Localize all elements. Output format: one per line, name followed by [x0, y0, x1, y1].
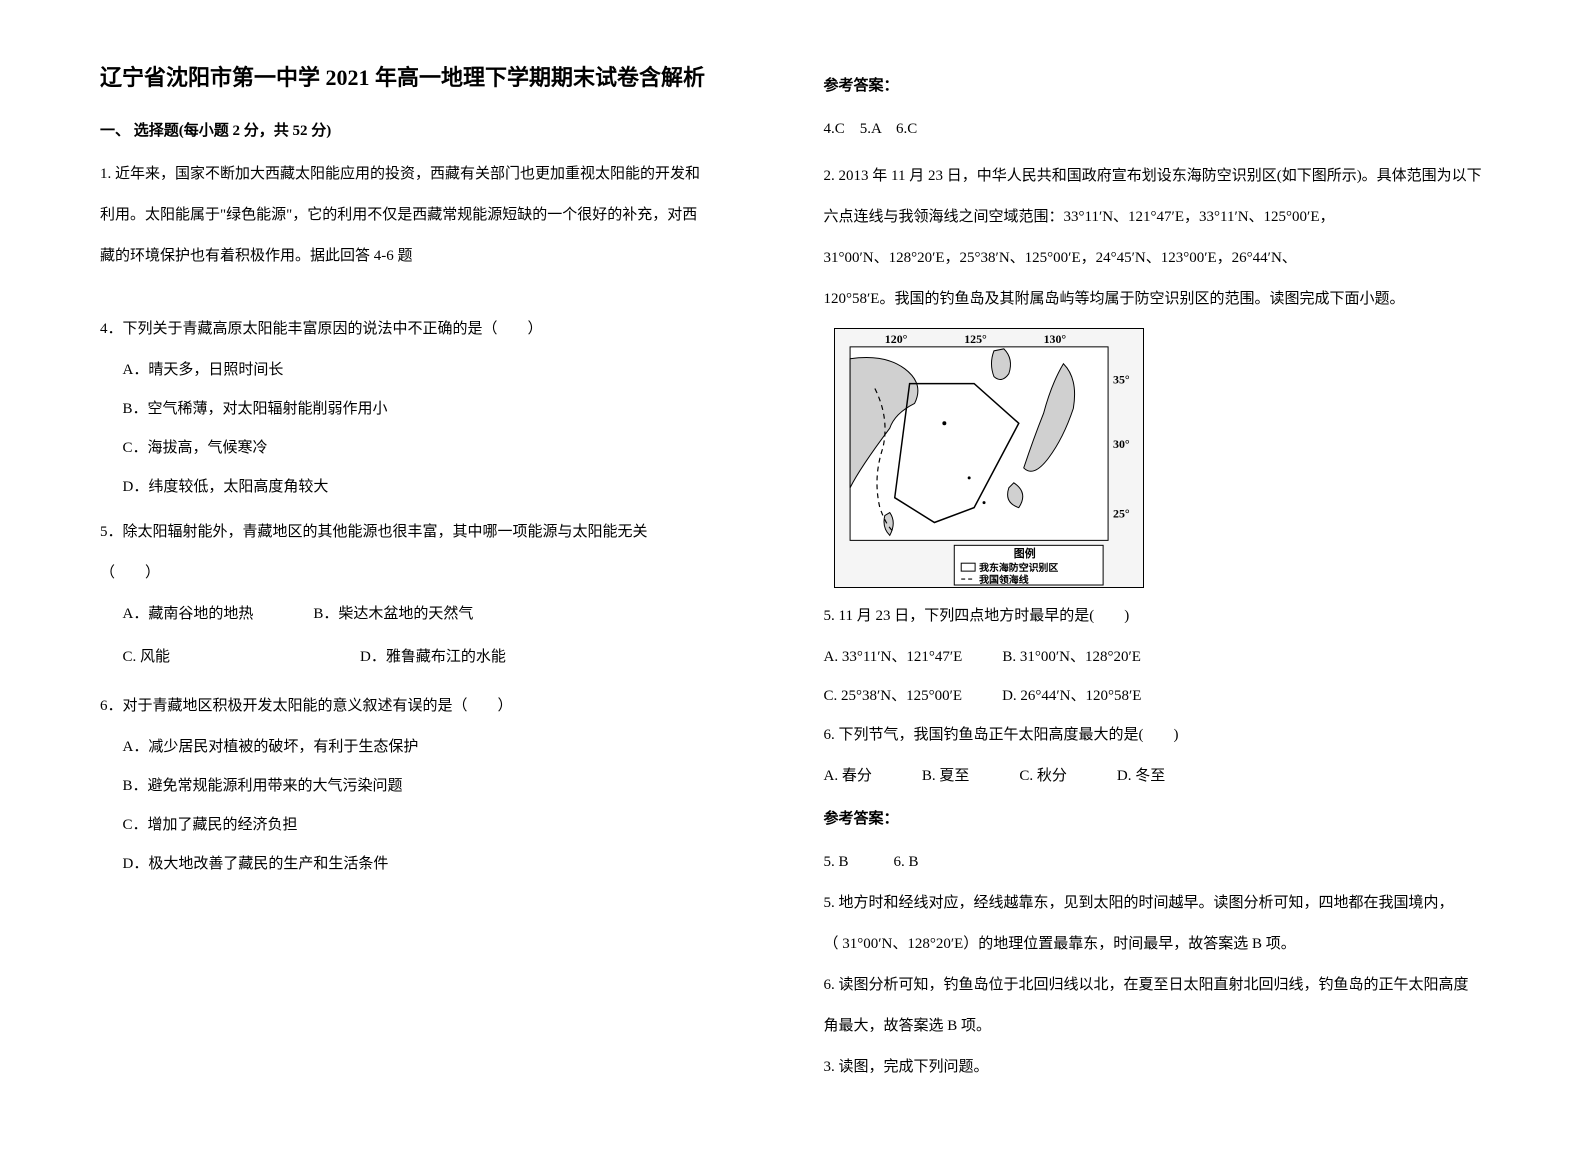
q5b-stem: 5. 11 月 23 日，下列四点地方时最早的是( ) [824, 600, 1488, 633]
q3-stem: 3. 读图，完成下列问题。 [824, 1051, 1488, 1084]
lon-130-label: 130° [1043, 332, 1066, 346]
q5-option-b: B．柴达木盆地的天然气 [313, 598, 473, 631]
q6-option-a: A．减少居民对植被的破坏，有利于生态保护 [123, 731, 764, 764]
lat-35-label: 35° [1113, 373, 1130, 387]
exp6-line-1: 6. 读图分析可知，钓鱼岛位于北回归线以北，在夏至日太阳直射北回归线，钓鱼岛的正… [824, 969, 1488, 1002]
q5b-option-c: C. 25°38′N、125°00′E [824, 680, 963, 713]
coastline-korea [991, 349, 1010, 380]
exam-title: 辽宁省沈阳市第一中学 2021 年高一地理下学期期末试卷含解析 [100, 60, 764, 95]
answer-header-2: 参考答案： [824, 803, 1488, 836]
q6b-option-d: D. 冬至 [1117, 760, 1165, 793]
q6-stem: 6．对于青藏地区积极开发太阳能的意义叙述有误的是（ ） [100, 690, 764, 723]
legend-zone-label: 我东海防空识别区 [979, 561, 1058, 574]
answer-q1: 4.C 5.A 6.C [824, 113, 1488, 146]
q4-option-b: B．空气稀薄，对太阳辐射能削弱作用小 [123, 393, 764, 426]
q2-intro-line-2: 六点连线与我领海线之间空域范围：33°11′N、121°47′E，33°11′N… [824, 201, 1488, 234]
q1-intro-line-2: 利用。太阳能属于"绿色能源"，它的利用不仅是西藏常规能源短缺的一个很好的补充，对… [100, 199, 764, 232]
q6-option-d: D．极大地改善了藏民的生产和生活条件 [123, 848, 764, 881]
answer-q2: 5. B 6. B [824, 846, 1488, 879]
q4-option-d: D．纬度较低，太阳高度角较大 [123, 471, 764, 504]
q2-intro-line-1: 2. 2013 年 11 月 23 日，中华人民共和国政府宣布划设东海防空识别区… [824, 160, 1488, 193]
exp5-line-2: （ 31°00′N、128°20′E）的地理位置最靠东，时间最早，故答案选 B … [824, 928, 1488, 961]
legend-line-label: 我国领海线 [979, 573, 1029, 586]
q6-option-c: C．增加了藏民的经济负担 [123, 809, 764, 842]
q6b-stem: 6. 下列节气，我国钓鱼岛正午太阳高度最大的是( ) [824, 719, 1488, 752]
legend-zone-icon [961, 563, 975, 571]
q6b-option-c: C. 秋分 [1019, 760, 1067, 793]
q5b-option-a: A. 33°11′N、121°47′E [824, 641, 963, 674]
island-dot-3 [982, 501, 985, 504]
left-column: 辽宁省沈阳市第一中学 2021 年高一地理下学期期末试卷含解析 一、 选择题(每… [100, 60, 764, 1092]
lat-25-label: 25° [1113, 507, 1130, 521]
map-svg: 120° 125° 130° 35° 30° 25° [835, 329, 1143, 587]
q4-stem: 4．下列关于青藏高原太阳能丰富原因的说法中不正确的是（ ） [100, 313, 764, 346]
q4-option-a: A．晴天多，日照时间长 [123, 354, 764, 387]
q6b-option-b: B. 夏至 [922, 760, 970, 793]
q6b-option-a: A. 春分 [824, 760, 872, 793]
q5-stem-line-2: （ ） [100, 557, 764, 590]
q5-option-c: C. 风能 [123, 641, 171, 674]
q2-intro-line-4: 120°58′E。我国的钓鱼岛及其附属岛屿等均属于防空识别区的范围。读图完成下面… [824, 283, 1488, 316]
island-dot-1 [942, 421, 946, 425]
lon-120-label: 120° [884, 332, 907, 346]
legend-title: 图例 [1013, 546, 1035, 560]
q2-intro-line-3: 31°00′N、128°20′E，25°38′N、125°00′E，24°45′… [824, 242, 1488, 275]
q4-option-c: C．海拔高，气候寒冷 [123, 432, 764, 465]
section-1-header: 一、 选择题(每小题 2 分，共 52 分) [100, 115, 764, 148]
q6-option-b: B．避免常规能源利用带来的大气污染问题 [123, 770, 764, 803]
lat-30-label: 30° [1113, 437, 1130, 451]
island-dot-2 [967, 476, 970, 479]
q1-intro-line-1: 1. 近年来，国家不断加大西藏太阳能应用的投资，西藏有关部门也更加重视太阳能的开… [100, 158, 764, 191]
right-column: 参考答案： 4.C 5.A 6.C 2. 2013 年 11 月 23 日，中华… [824, 60, 1488, 1092]
q5b-option-d: D. 26°44′N、120°58′E [1002, 680, 1141, 713]
lon-125-label: 125° [964, 332, 987, 346]
exp6-line-2: 角最大，故答案选 B 项。 [824, 1010, 1488, 1043]
q5b-option-b: B. 31°00′N、128°20′E [1002, 641, 1141, 674]
map-figure: 120° 125° 130° 35° 30° 25° [834, 328, 1144, 588]
answer-header-1: 参考答案： [824, 70, 1488, 103]
exp5-line-1: 5. 地方时和经线对应，经线越靠东，见到太阳的时间越早。读图分析可知，四地都在我… [824, 887, 1488, 920]
q5-stem-line-1: 5．除太阳辐射能外，青藏地区的其他能源也很丰富，其中哪一项能源与太阳能无关 [100, 516, 764, 549]
q5-option-d: D．雅鲁藏布江的水能 [360, 641, 506, 674]
q5-option-a: A．藏南谷地的地热 [123, 598, 254, 631]
q1-intro-line-3: 藏的环境保护也有着积极作用。据此回答 4-6 题 [100, 240, 764, 273]
